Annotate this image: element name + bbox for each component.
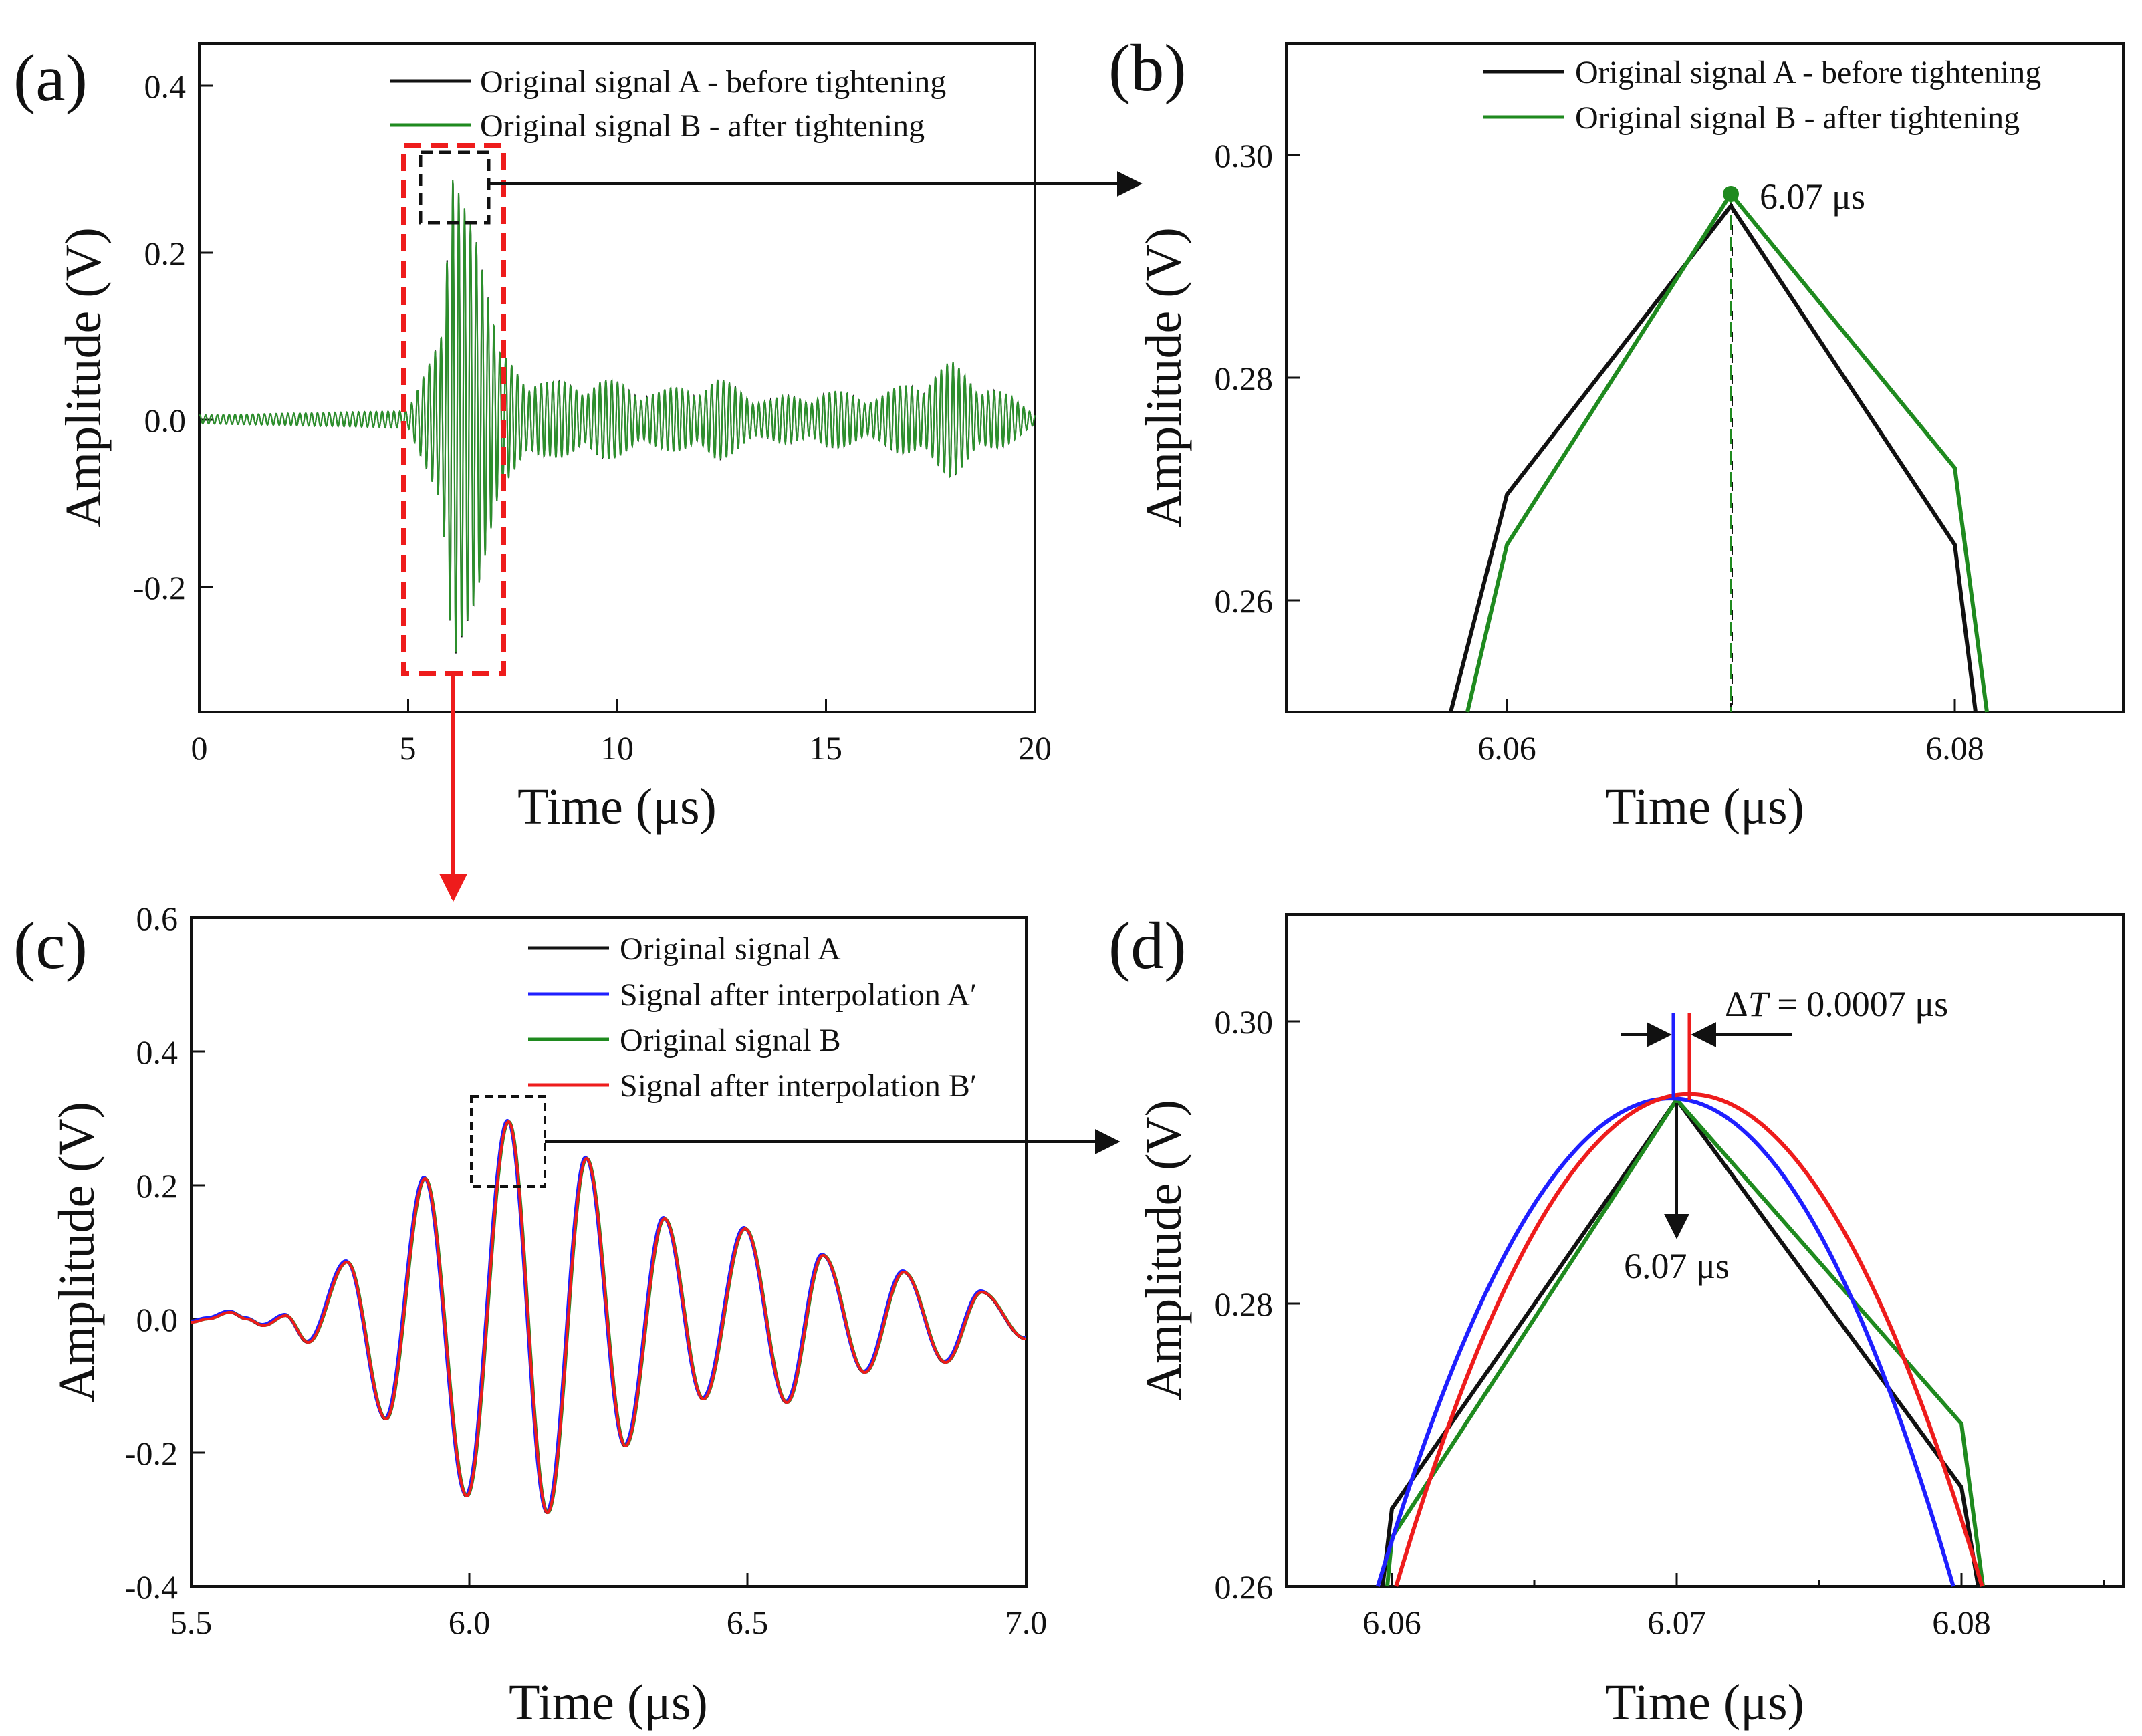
- panel-d-label: (d): [1108, 908, 1187, 983]
- panel-d-frame: [1285, 913, 2125, 1588]
- panel-c-ytick-0.4: 0.4: [136, 1033, 178, 1071]
- panel-d-ytick-0.26: 0.26: [1215, 1568, 1274, 1606]
- panel-a-ylabel: Amplitude (V): [55, 227, 112, 528]
- panel-b-xlabel: Time (μs): [1605, 779, 1804, 835]
- panel-c-series-b: [191, 1120, 1027, 1515]
- panel-c-label: (c): [13, 908, 88, 983]
- panel-b-peak-annotation: 6.07 μs: [1760, 176, 1865, 217]
- panel-b-series-a: [1449, 202, 1978, 713]
- panel-a-y-ticks: [199, 84, 213, 588]
- panel-a-ytick-neg0.2: -0.2: [133, 569, 186, 606]
- panel-b: (b) 6.06 6.08 0.30 0.28 0.26 Time (μs) A…: [1108, 31, 2125, 835]
- panel-a: (a) 0 5 10 15 20 0.4 0.2 0.0 -0.2 Time (…: [13, 41, 1052, 835]
- panel-c-legend-b: Original signal B: [620, 1023, 841, 1058]
- panel-d-xtick-6.06: 6.06: [1362, 1604, 1421, 1641]
- panel-a-xtick-20: 20: [1018, 729, 1052, 767]
- panel-a-xtick-15: 15: [809, 729, 842, 767]
- panel-a-xtick-5: 5: [400, 729, 416, 767]
- panel-d-ytick-0.28: 0.28: [1215, 1285, 1274, 1323]
- panel-a-series-b: [199, 180, 1036, 653]
- panel-d-series-b: [1385, 1096, 1985, 1587]
- panel-c-legend: Original signal A Signal after interpola…: [528, 931, 977, 1104]
- panel-d-y-ticks: [1286, 1020, 1300, 1588]
- panel-c-xtick-6.0: 6.0: [449, 1604, 491, 1641]
- panel-c-legend-a-prime: Signal after interpolation A′: [620, 977, 977, 1013]
- panel-c-xtick-5.5: 5.5: [170, 1604, 213, 1641]
- panel-d-ylabel: Amplitude (V): [1136, 1100, 1192, 1400]
- panel-c-xlabel: Time (μs): [509, 1675, 708, 1731]
- panel-c-ylabel: Amplitude (V): [49, 1102, 105, 1402]
- panel-d-xtick-6.08: 6.08: [1932, 1604, 1991, 1641]
- panel-c-ytick-neg0.2: -0.2: [125, 1435, 178, 1472]
- panel-c-series-b-prime: [191, 1120, 1026, 1515]
- panel-a-x-ticks: [198, 699, 1036, 712]
- panel-b-y-ticks: [1286, 154, 1300, 602]
- panel-c-frame: [190, 916, 1028, 1588]
- panel-d-xlabel: Time (μs): [1605, 1675, 1804, 1731]
- panel-b-ytick-0.30: 0.30: [1215, 137, 1274, 174]
- panel-a-legend-a: Original signal A - before tightening: [480, 64, 946, 100]
- panel-c-x-ticks: [190, 1573, 1028, 1586]
- panel-b-legend: Original signal A - before tightening Or…: [1483, 55, 2041, 136]
- panel-c-zoom-box: [470, 1095, 546, 1188]
- panel-b-ytick-0.26: 0.26: [1215, 582, 1274, 620]
- panel-b-xtick-6.06: 6.06: [1477, 729, 1536, 767]
- panel-a-ytick-0.2: 0.2: [144, 235, 187, 272]
- panel-b-series-b: [1465, 190, 1989, 713]
- panel-c-legend-a: Original signal A: [620, 931, 841, 967]
- panel-d-series-a-prime: [1376, 1096, 1955, 1587]
- panel-d-x-ticks: [1391, 1573, 2105, 1586]
- panel-a-xlabel: Time (μs): [517, 779, 717, 835]
- panel-b-ylabel: Amplitude (V): [1136, 227, 1192, 528]
- panel-a-zoom-box-black: [419, 150, 491, 225]
- panel-d-peak-annotation: 6.07 μs: [1624, 1246, 1730, 1286]
- panel-c-ytick-0.2: 0.2: [136, 1167, 178, 1205]
- panel-c-ytick-0.6: 0.6: [136, 900, 178, 937]
- panel-d-ytick-0.30: 0.30: [1215, 1003, 1274, 1041]
- panel-a-xtick-10: 10: [600, 729, 634, 767]
- panel-a-ytick-0.0: 0.0: [144, 402, 187, 439]
- panel-b-legend-b: Original signal B - after tightening: [1575, 100, 2020, 136]
- panel-c-xtick-7.0: 7.0: [1005, 1604, 1048, 1641]
- panel-c-xtick-6.5: 6.5: [727, 1604, 769, 1641]
- panel-a-ytick-0.4: 0.4: [144, 68, 187, 105]
- panel-d: (d) 6.06 6.07 6.08 0.30 0.28 0.26 Time (…: [1108, 908, 2125, 1731]
- panel-a-xtick-0: 0: [191, 729, 208, 767]
- panel-c-ytick-neg0.4: -0.4: [125, 1568, 178, 1606]
- panel-b-frame: [1285, 42, 2125, 713]
- panel-b-legend-a: Original signal A - before tightening: [1575, 55, 2041, 90]
- panel-c-legend-b-prime: Signal after interpolation B′: [620, 1068, 977, 1104]
- panel-a-legend-b: Original signal B - after tightening: [480, 108, 925, 144]
- panel-b-xtick-6.08: 6.08: [1925, 729, 1984, 767]
- panel-b-label: (b): [1108, 31, 1187, 105]
- panel-a-frame: [198, 42, 1036, 713]
- panel-b-peak-marker: [1723, 186, 1739, 202]
- panel-c-ytick-0.0: 0.0: [136, 1301, 178, 1338]
- panel-b-ytick-0.28: 0.28: [1215, 360, 1274, 397]
- panel-d-delta-annotation: ΔT = 0.0007 μs: [1725, 984, 1948, 1024]
- panel-a-legend: Original signal A - before tightening Or…: [390, 64, 946, 144]
- panel-c-y-ticks: [191, 916, 205, 1588]
- panel-a-label: (a): [13, 41, 88, 115]
- panel-d-series-b-prime: [1394, 1092, 1984, 1587]
- panel-c: (c) 5.5 6.0 6.5 7.0 0.6 0.4 0.2 0.0 -0.2…: [13, 900, 1047, 1731]
- panel-d-xtick-6.07: 6.07: [1647, 1604, 1706, 1641]
